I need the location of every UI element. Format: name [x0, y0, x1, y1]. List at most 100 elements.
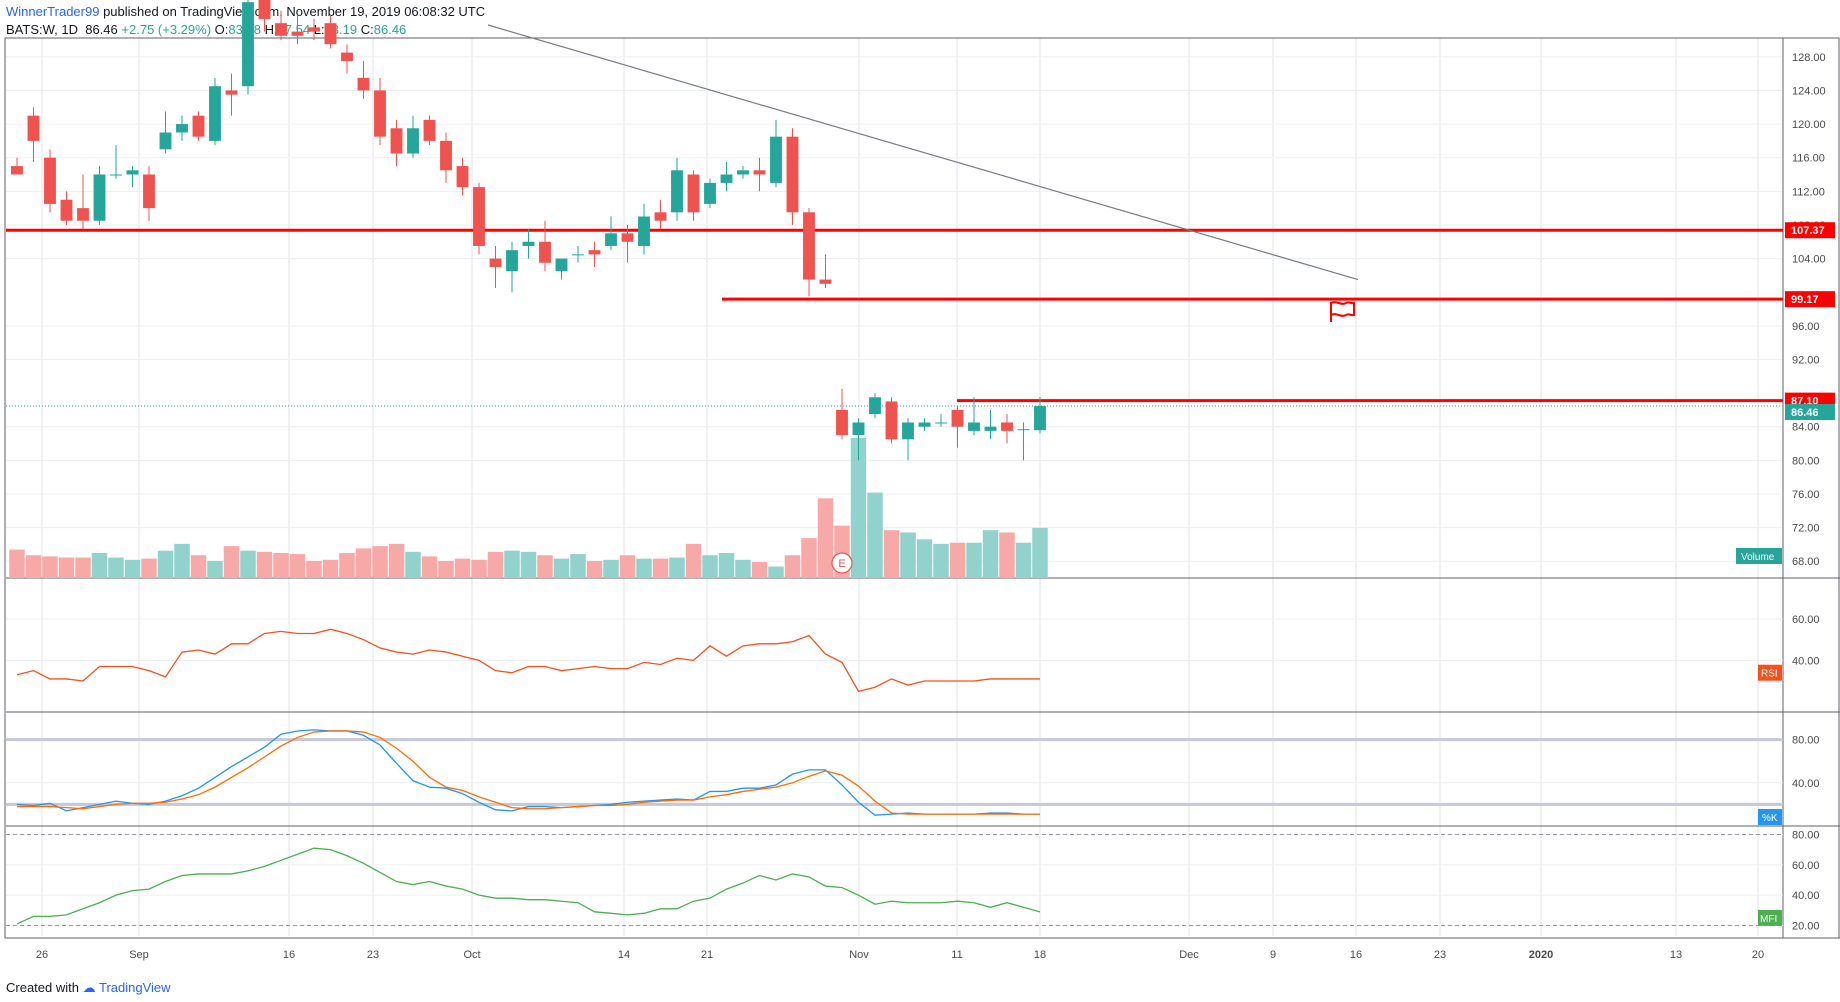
- x-tick-label: Nov: [849, 949, 869, 961]
- volume-bar: [190, 555, 207, 578]
- level-price-tag: [1785, 291, 1835, 308]
- candle-body: [126, 170, 139, 175]
- candle-body: [176, 124, 188, 133]
- candle-body: [159, 132, 172, 150]
- volume-bar: [273, 552, 289, 578]
- volume-bar: [553, 558, 570, 578]
- y-tick-label: 120.00: [1792, 119, 1826, 131]
- tradingview-brand[interactable]: TradingView: [99, 980, 171, 995]
- candle-body: [242, 2, 254, 87]
- candle-body: [456, 166, 469, 188]
- volume-bar: [207, 560, 223, 578]
- x-tick-label: Dec: [1179, 949, 1199, 961]
- close-value: 86.46: [373, 22, 407, 37]
- y-tick-label: 92.00: [1792, 354, 1820, 366]
- stoch-k-line: [16, 729, 1040, 816]
- volume-bar: [306, 560, 322, 578]
- volume-legend-label: Volume: [1741, 552, 1775, 563]
- volume-bar: [487, 551, 504, 578]
- candle-body: [885, 401, 898, 440]
- volume-bar: [999, 532, 1015, 578]
- volume-bar: [718, 552, 735, 578]
- author-link[interactable]: WinnerTrader99: [6, 4, 100, 19]
- volume-bar: [438, 560, 454, 578]
- candle-body: [275, 23, 287, 36]
- volume-bar: [735, 559, 751, 578]
- candle-body: [770, 136, 782, 183]
- mfi-legend-tag: [1758, 909, 1782, 926]
- open-label: O:: [214, 22, 229, 37]
- level-price-tag: [1785, 222, 1835, 239]
- candle-body: [803, 212, 815, 280]
- volume-bar: [388, 543, 405, 578]
- volume-bar: [883, 530, 900, 578]
- volume-bar: [751, 562, 768, 578]
- last-price: 86.46: [85, 22, 118, 37]
- candle-body: [1017, 429, 1030, 431]
- x-tick-label: 9: [1270, 949, 1276, 961]
- close-label: C:: [360, 22, 374, 37]
- candle-body: [143, 174, 155, 209]
- stoch-legend-tag: [1758, 809, 1782, 826]
- candle-body: [374, 90, 386, 137]
- y-tick-label: 84.00: [1792, 422, 1820, 434]
- candle-body: [357, 77, 370, 91]
- stoch-d-line: [17, 730, 1040, 815]
- volume-bar: [520, 551, 537, 578]
- candle-body: [308, 27, 320, 32]
- x-tick-label: Sep: [129, 949, 149, 961]
- y-tick-label: 116.00: [1792, 153, 1825, 165]
- volume-bar: [702, 555, 718, 578]
- candle-body: [324, 23, 337, 45]
- mfi-y-tick-label: 40.00: [1792, 890, 1820, 902]
- candle-body: [225, 90, 238, 95]
- symbol-name: BATS:W, 1D: [6, 22, 78, 37]
- y-tick-label: 68.00: [1792, 556, 1820, 568]
- volume-bar: [586, 560, 603, 578]
- volume-bar: [949, 542, 966, 578]
- x-tick-label: 20: [1752, 949, 1764, 961]
- candle-body: [423, 119, 436, 141]
- volume-bar: [124, 559, 141, 578]
- mfi-y-tick-label: 80.00: [1792, 830, 1820, 842]
- volume-bar: [91, 552, 108, 578]
- earnings-marker-label: E: [838, 558, 845, 570]
- level-price-label: 99.17: [1791, 294, 1819, 306]
- last-price-tag: [1785, 404, 1835, 421]
- volume-bar: [850, 438, 867, 578]
- rsi-line: [16, 628, 1040, 693]
- volume-bar: [570, 554, 586, 578]
- volume-bar: [108, 557, 124, 578]
- candle-body: [341, 52, 353, 62]
- volume-bar: [504, 550, 520, 578]
- stoch-legend-label: %K: [1762, 813, 1778, 824]
- candle-body: [984, 426, 997, 431]
- volume-bar: [339, 552, 355, 578]
- footer: Created with ☁ TradingView: [6, 980, 171, 996]
- volume-legend-tag: [1736, 548, 1782, 564]
- y-tick-label: 112.00: [1792, 186, 1825, 198]
- y-tick-label: 124.00: [1792, 85, 1826, 97]
- flag-shape: [1330, 301, 1355, 322]
- candle-body: [407, 128, 419, 154]
- volume-bar: [256, 551, 273, 578]
- volume-bar: [933, 543, 949, 578]
- y-tick-label: 96.00: [1792, 321, 1820, 333]
- flag-icon: [1330, 301, 1355, 322]
- volume-bar: [1015, 542, 1032, 578]
- x-tick-label: 13: [1670, 949, 1682, 961]
- published-text: published on TradingView.com, November 1…: [103, 4, 486, 19]
- volume-bar: [372, 546, 388, 578]
- y-tick-label: 128.00: [1792, 52, 1826, 64]
- volume-bar: [537, 555, 553, 578]
- x-tick-label: 18: [1034, 949, 1046, 961]
- volume-bar: [817, 498, 834, 578]
- candle-body: [588, 250, 601, 255]
- mfi-legend-label: MFI: [1760, 914, 1777, 925]
- volume-bar: [471, 559, 487, 578]
- volume-bar: [685, 543, 702, 578]
- y-tick-label: 72.00: [1792, 523, 1820, 535]
- candle-body: [291, 31, 304, 36]
- x-tick-label: Oct: [463, 949, 480, 961]
